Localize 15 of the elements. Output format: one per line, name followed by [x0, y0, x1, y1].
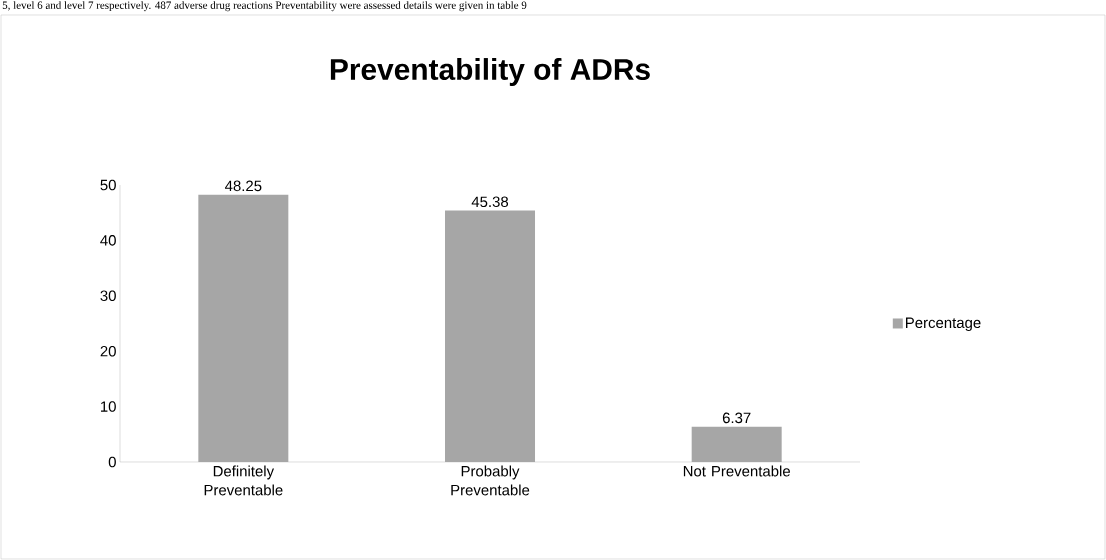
y-tick-label: 50 [100, 179, 116, 191]
x-tick-label: Not Preventable [683, 465, 790, 477]
y-tick-label: 40 [100, 235, 116, 246]
text: 5, level 6 and level 7 respectively. 487 adverse drug reactions Preventability were assessed details were given in table 9 [2, 1, 527, 12]
x-tick-label: Probably Preventable [451, 465, 530, 496]
y-tick-label: 20 [100, 345, 116, 357]
y-tick-label: 30 [100, 290, 116, 302]
data-label: 48.25 [224, 180, 262, 192]
data-label: 6.37 [722, 412, 751, 424]
x-tick-label: Definitely Preventable [204, 465, 283, 496]
y-tick-label: 0 [108, 456, 116, 468]
y-tick-label: 10 [101, 401, 116, 412]
chart-title: Preventability of ADRs [330, 58, 650, 86]
legend-label: Percentage [906, 317, 981, 331]
data-label: 45.38 [471, 196, 509, 208]
